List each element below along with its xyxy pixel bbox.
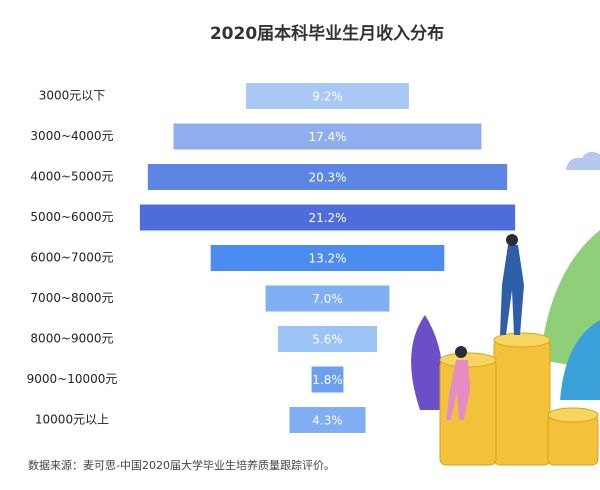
category-label: 5000~6000元 (30, 210, 113, 224)
data-label: 5.6% (312, 333, 343, 347)
coin-stack (493, 339, 551, 466)
category-label: 3000~4000元 (30, 129, 113, 143)
bar (173, 123, 482, 150)
bar (277, 326, 378, 352)
category-label: 8000~9000元 (30, 332, 113, 346)
category-label: 3000元以下 (39, 89, 106, 103)
coin (547, 407, 599, 423)
person (500, 245, 524, 335)
data-label: 17.4% (308, 130, 346, 144)
cloud (566, 151, 600, 170)
data-label: 20.3% (308, 171, 346, 185)
person-head (506, 234, 518, 246)
category-label: 7000~8000元 (30, 291, 113, 305)
person (446, 360, 470, 420)
data-label: 7.0% (312, 292, 343, 306)
bar (246, 83, 409, 109)
chart-title: 2020届本科毕业生月收入分布 (210, 23, 444, 44)
bar (289, 407, 366, 433)
bar (265, 285, 390, 312)
category-label: 10000元以上 (35, 413, 109, 427)
leaf (411, 315, 443, 410)
person-head (455, 346, 467, 358)
data-label: 1.8% (312, 373, 343, 387)
bar (147, 164, 508, 190)
data-label: 13.2% (308, 252, 346, 266)
bar (210, 245, 445, 271)
bar (311, 366, 344, 393)
decoration (411, 151, 600, 466)
leaf (560, 320, 600, 400)
bar (139, 204, 516, 231)
category-label: 9000~10000元 (27, 372, 118, 386)
data-label: 9.2% (312, 90, 343, 104)
data-label: 21.2% (308, 211, 346, 225)
category-label: 4000~5000元 (30, 170, 113, 184)
source-note: 数据来源：麦可思-中国2020届大学毕业生培养质量跟踪评价。 (28, 458, 335, 472)
data-label: 4.3% (312, 414, 343, 428)
coin (493, 332, 551, 348)
category-label: 6000~7000元 (30, 251, 113, 265)
